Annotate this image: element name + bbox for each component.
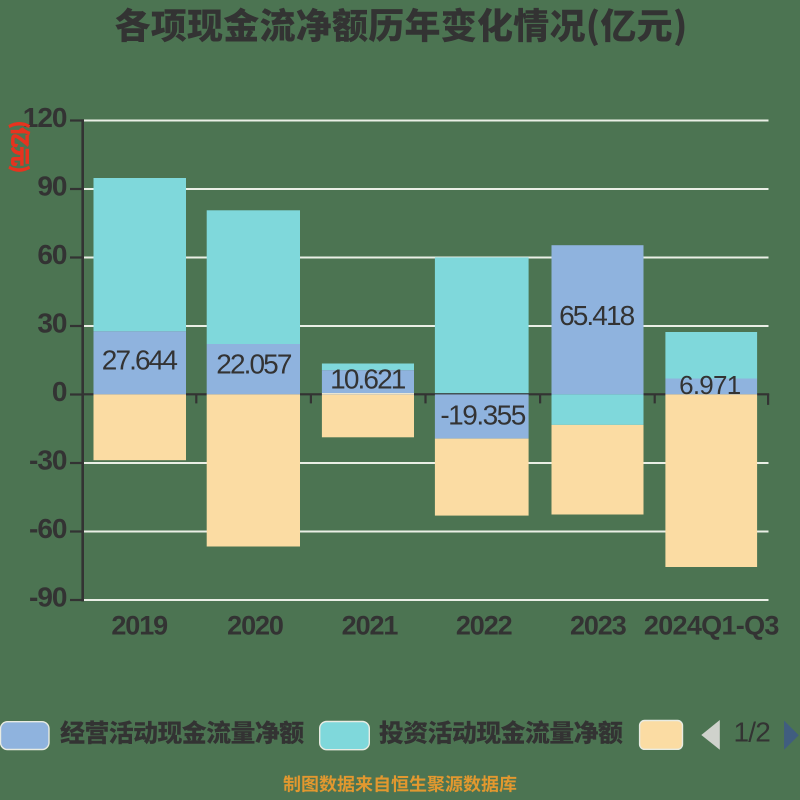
svg-text:-90: -90 (29, 582, 67, 613)
svg-text:2023: 2023 (570, 611, 627, 641)
svg-text:90: 90 (37, 171, 67, 202)
svg-text:2020: 2020 (227, 611, 283, 641)
svg-text:65.418: 65.418 (559, 300, 635, 331)
svg-text:-19.355: -19.355 (440, 400, 525, 431)
svg-text:2021: 2021 (342, 611, 399, 641)
svg-text:22.057: 22.057 (216, 349, 292, 380)
svg-text:6.971: 6.971 (679, 370, 741, 400)
svg-text:-60: -60 (29, 513, 67, 544)
svg-text:-30: -30 (29, 445, 67, 476)
svg-text:2022: 2022 (456, 611, 512, 641)
svg-text:27.644: 27.644 (102, 345, 178, 376)
svg-text:30: 30 (37, 308, 67, 339)
svg-text:60: 60 (37, 239, 67, 270)
svg-text:120: 120 (23, 102, 67, 133)
svg-text:2024Q1-Q3: 2024Q1-Q3 (644, 611, 779, 641)
svg-text:10.621: 10.621 (330, 363, 406, 394)
svg-text:1/2: 1/2 (734, 716, 771, 747)
svg-text:0: 0 (52, 376, 67, 407)
svg-text:2019: 2019 (111, 611, 168, 641)
